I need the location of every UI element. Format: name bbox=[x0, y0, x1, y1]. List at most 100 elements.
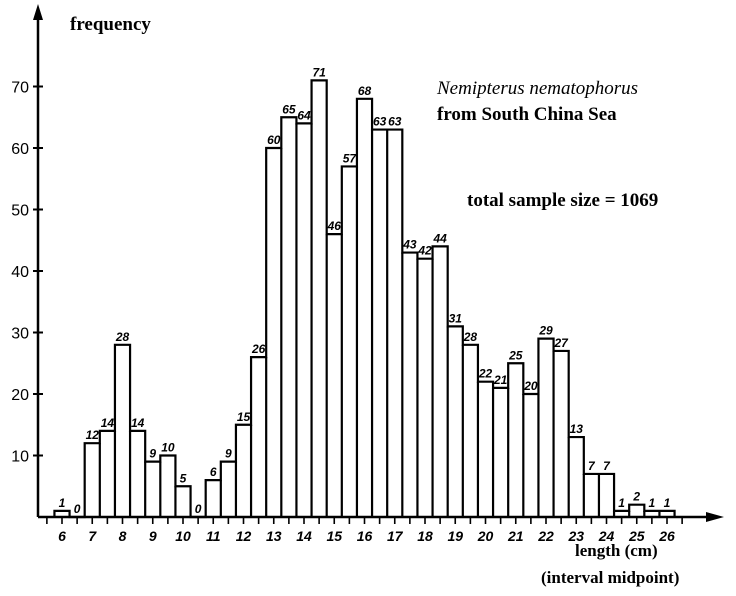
bar-value-label: 63 bbox=[388, 115, 402, 129]
bar-value-label: 7 bbox=[603, 459, 611, 473]
histogram-bar bbox=[312, 80, 327, 517]
histogram-bar bbox=[493, 388, 508, 517]
histogram-bar bbox=[266, 148, 281, 517]
bar-value-label: 44 bbox=[432, 231, 447, 245]
y-tick-label: 40 bbox=[11, 264, 29, 281]
y-tick-label: 30 bbox=[11, 326, 29, 343]
bar-value-label: 28 bbox=[463, 330, 478, 344]
histogram-bar bbox=[523, 394, 538, 517]
histogram-bar bbox=[448, 326, 463, 517]
histogram-bar bbox=[221, 462, 236, 517]
histogram-bar bbox=[327, 234, 342, 517]
x-axis-label-note: (interval midpoint) bbox=[541, 568, 679, 588]
chart-subtitle: from South China Sea bbox=[437, 104, 617, 126]
bar-value-label: 71 bbox=[312, 65, 326, 79]
bar-value-label: 0 bbox=[74, 502, 81, 516]
histogram-outline bbox=[54, 80, 674, 517]
x-tick-label: 16 bbox=[357, 528, 373, 544]
histogram-bar bbox=[554, 351, 569, 517]
x-tick-label: 12 bbox=[236, 528, 252, 544]
histogram-bar bbox=[115, 345, 130, 517]
y-tick-label: 60 bbox=[11, 141, 29, 158]
bar-value-label: 65 bbox=[282, 102, 296, 116]
x-tick-label: 7 bbox=[88, 528, 97, 544]
sample-size-annotation: total sample size = 1069 bbox=[467, 190, 658, 212]
bar-value-label: 21 bbox=[493, 373, 508, 387]
x-tick-label: 14 bbox=[296, 528, 312, 544]
bar-value-label: 6 bbox=[210, 465, 217, 479]
bar-value-label: 13 bbox=[570, 422, 584, 436]
x-tick-label: 18 bbox=[417, 528, 433, 544]
y-tick-label: 70 bbox=[11, 80, 29, 97]
bar-value-label: 14 bbox=[131, 416, 145, 430]
bar-value-label: 63 bbox=[373, 115, 387, 129]
bar-value-label: 1 bbox=[649, 496, 656, 510]
bar-value-label: 7 bbox=[588, 459, 596, 473]
histogram-bar bbox=[402, 253, 417, 517]
histogram-bar bbox=[130, 431, 145, 517]
bar-value-label: 22 bbox=[478, 367, 493, 381]
bar-value-label: 15 bbox=[237, 410, 251, 424]
bar-value-label: 31 bbox=[449, 311, 463, 325]
histogram-bar bbox=[251, 357, 266, 517]
histogram-bar bbox=[584, 474, 599, 517]
x-tick-label: 21 bbox=[507, 528, 524, 544]
histogram-bar bbox=[508, 363, 523, 517]
histogram-bar bbox=[433, 246, 448, 517]
x-tick-label: 8 bbox=[119, 528, 127, 544]
bar-value-label: 26 bbox=[251, 342, 266, 356]
histogram-bar bbox=[85, 443, 100, 517]
histogram-bar bbox=[599, 474, 614, 517]
bar-value-label: 9 bbox=[225, 447, 232, 461]
histogram-bar bbox=[629, 505, 644, 517]
histogram-bar bbox=[145, 462, 160, 517]
bar-value-label: 64 bbox=[297, 108, 311, 122]
x-tick-label: 19 bbox=[447, 528, 463, 544]
histogram-bar bbox=[357, 99, 372, 517]
bar-value-label: 42 bbox=[417, 244, 432, 258]
histogram-bar bbox=[463, 345, 478, 517]
x-tick-label: 10 bbox=[175, 528, 191, 544]
bar-value-label: 60 bbox=[267, 133, 281, 147]
histogram-bar bbox=[296, 123, 311, 517]
histogram-bar bbox=[342, 166, 357, 517]
x-tick-label: 26 bbox=[658, 528, 675, 544]
bar-value-label: 43 bbox=[402, 238, 417, 252]
x-tick-label: 9 bbox=[149, 528, 157, 544]
bar-value-label: 29 bbox=[538, 324, 553, 338]
histogram-bar bbox=[160, 456, 175, 518]
bar-value-label: 14 bbox=[101, 416, 115, 430]
histogram-bar bbox=[206, 480, 221, 517]
bar-value-label: 10 bbox=[161, 441, 175, 455]
x-tick-label: 20 bbox=[477, 528, 494, 544]
bar-value-label: 27 bbox=[553, 336, 569, 350]
histogram-bar bbox=[281, 117, 296, 517]
x-tick-label: 15 bbox=[326, 528, 342, 544]
bar-value-label: 57 bbox=[343, 151, 358, 165]
bar-value-label: 68 bbox=[358, 84, 372, 98]
bar-value-label: 2 bbox=[632, 490, 640, 504]
x-tick-label: 13 bbox=[266, 528, 282, 544]
chart-title: Nemipterus nematophorus bbox=[437, 78, 638, 100]
histogram-bar bbox=[100, 431, 115, 517]
histogram-bars bbox=[54, 80, 674, 517]
histogram-bar bbox=[538, 339, 553, 517]
y-tick-label: 20 bbox=[11, 387, 29, 404]
x-axis-arrow bbox=[706, 512, 724, 522]
bar-value-label: 25 bbox=[508, 348, 523, 362]
bar-value-label: 1 bbox=[59, 496, 66, 510]
histogram-bar bbox=[372, 130, 387, 517]
x-tick-label: 6 bbox=[58, 528, 66, 544]
bar-value-label: 5 bbox=[180, 471, 187, 485]
histogram-bar bbox=[236, 425, 251, 517]
histogram-bar bbox=[387, 130, 402, 517]
x-axis-label: length (cm) bbox=[575, 541, 658, 561]
bar-value-label: 1 bbox=[618, 496, 625, 510]
x-tick-label: 22 bbox=[537, 528, 554, 544]
histogram-bar bbox=[569, 437, 584, 517]
y-tick-label: 50 bbox=[11, 203, 29, 220]
y-axis-arrow bbox=[33, 4, 43, 20]
y-tick-label: 10 bbox=[11, 449, 29, 466]
